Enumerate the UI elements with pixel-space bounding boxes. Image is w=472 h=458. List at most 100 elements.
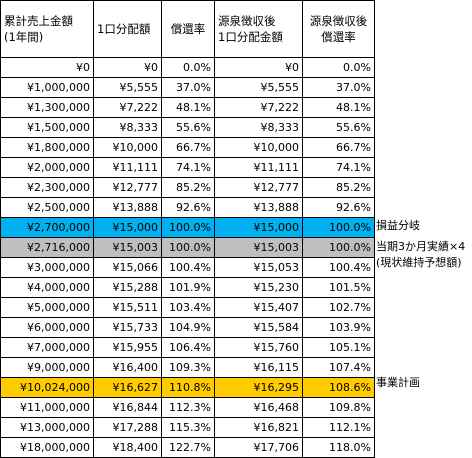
redemption-rate-cell: 115.3% [161, 417, 215, 438]
table-row: ¥2,500,000 ¥13,888 92.6% ¥13,888 92.6% [0, 197, 375, 218]
note-break-even: 損益分岐 [376, 219, 420, 232]
table-row: ¥4,000,000 ¥15,288 101.9% ¥15,230 101.5% [0, 277, 375, 298]
table-row: ¥18,000,000 ¥18,400 122.7% ¥17,706 118.0% [0, 437, 375, 458]
distribution-cell: ¥16,844 [93, 397, 162, 418]
table-row: ¥2,716,000 ¥15,003 100.0% ¥15,003 100.0% [0, 237, 375, 258]
net-redemption-rate-cell: 55.6% [302, 117, 375, 138]
cumulative-sales-cell: ¥9,000,000 [0, 357, 94, 378]
redemption-rate-cell: 112.3% [161, 397, 215, 418]
net-redemption-rate-cell: 101.5% [302, 277, 375, 298]
redemption-rate-cell: 100.4% [161, 257, 215, 278]
redemption-rate-cell: 0.0% [161, 57, 215, 78]
header-net-distribution-line2: 1口分配金額 [218, 30, 283, 44]
redemption-rate-cell: 100.0% [161, 217, 215, 238]
header-cumulative-sales: 累計売上金額 (1年間) [0, 0, 94, 58]
note-forecast-line1: 当期3か月実績×4 [376, 240, 466, 253]
distribution-cell: ¥11,111 [93, 157, 162, 178]
table-row: ¥5,000,000 ¥15,511 103.4% ¥15,407 102.7% [0, 297, 375, 318]
distribution-cell: ¥15,066 [93, 257, 162, 278]
redemption-rate-cell: 55.6% [161, 117, 215, 138]
net-redemption-rate-cell: 108.6% [302, 377, 375, 398]
net-redemption-rate-cell: 92.6% [302, 197, 375, 218]
cumulative-sales-cell: ¥2,716,000 [0, 237, 94, 258]
distribution-cell: ¥8,333 [93, 117, 162, 138]
table-row: ¥7,000,000 ¥15,955 106.4% ¥15,760 105.1% [0, 337, 375, 358]
note-forecast-line2: (現状維持予想額) [376, 256, 462, 269]
header-distribution-per-unit-label: 1口分配額 [97, 22, 151, 36]
table-row: ¥13,000,000 ¥17,288 115.3% ¥16,821 112.1% [0, 417, 375, 438]
net-distribution-cell: ¥7,222 [214, 97, 303, 118]
header-cumulative-sales-line1: 累計売上金額 [4, 14, 73, 28]
distribution-cell: ¥16,400 [93, 357, 162, 378]
header-net-distribution: 源泉徴収後 1口分配金額 [214, 0, 303, 58]
net-distribution-cell: ¥13,888 [214, 197, 303, 218]
redemption-rate-cell: 92.6% [161, 197, 215, 218]
net-distribution-cell: ¥16,821 [214, 417, 303, 438]
net-distribution-cell: ¥15,760 [214, 337, 303, 358]
net-distribution-cell: ¥15,584 [214, 317, 303, 338]
net-distribution-cell: ¥16,468 [214, 397, 303, 418]
header-row: 累計売上金額 (1年間) 1口分配額 償還率 源泉徴収後 1口分配金額 源泉徴収… [0, 0, 375, 58]
cumulative-sales-cell: ¥4,000,000 [0, 277, 94, 298]
distribution-table: 累計売上金額 (1年間) 1口分配額 償還率 源泉徴収後 1口分配金額 源泉徴収… [0, 0, 375, 458]
distribution-cell: ¥15,000 [93, 217, 162, 238]
cumulative-sales-cell: ¥11,000,000 [0, 397, 94, 418]
cumulative-sales-cell: ¥2,500,000 [0, 197, 94, 218]
table-row: ¥3,000,000 ¥15,066 100.4% ¥15,053 100.4% [0, 257, 375, 278]
note-forecast: 当期3か月実績×4 (現状維持予想額) [376, 239, 465, 271]
cumulative-sales-cell: ¥18,000,000 [0, 437, 94, 458]
net-redemption-rate-cell: 100.4% [302, 257, 375, 278]
header-redemption-rate-label: 償還率 [170, 22, 206, 36]
redemption-rate-cell: 103.4% [161, 297, 215, 318]
net-distribution-cell: ¥10,000 [214, 137, 303, 158]
cumulative-sales-cell: ¥10,024,000 [0, 377, 94, 398]
net-redemption-rate-cell: 105.1% [302, 337, 375, 358]
distribution-cell: ¥16,627 [93, 377, 162, 398]
table-row: ¥1,300,000 ¥7,222 48.1% ¥7,222 48.1% [0, 97, 375, 118]
header-distribution-per-unit: 1口分配額 [93, 0, 162, 58]
distribution-cell: ¥10,000 [93, 137, 162, 158]
redemption-rate-cell: 109.3% [161, 357, 215, 378]
table-row: ¥2,700,000 ¥15,000 100.0% ¥15,000 100.0% [0, 217, 375, 238]
redemption-rate-cell: 74.1% [161, 157, 215, 178]
redemption-rate-cell: 101.9% [161, 277, 215, 298]
redemption-rate-cell: 104.9% [161, 317, 215, 338]
distribution-cell: ¥13,888 [93, 197, 162, 218]
header-net-redemption-rate-line2: 償還率 [321, 30, 356, 44]
net-redemption-rate-cell: 112.1% [302, 417, 375, 438]
cumulative-sales-cell: ¥2,700,000 [0, 217, 94, 238]
header-cumulative-sales-line2: (1年間) [4, 30, 44, 44]
cumulative-sales-cell: ¥2,300,000 [0, 177, 94, 198]
net-redemption-rate-cell: 37.0% [302, 77, 375, 98]
net-redemption-rate-cell: 0.0% [302, 57, 375, 78]
net-distribution-cell: ¥12,777 [214, 177, 303, 198]
cumulative-sales-cell: ¥3,000,000 [0, 257, 94, 278]
redemption-rate-cell: 122.7% [161, 437, 215, 458]
distribution-cell: ¥15,511 [93, 297, 162, 318]
header-redemption-rate: 償還率 [161, 0, 215, 58]
net-redemption-rate-cell: 100.0% [302, 217, 375, 238]
distribution-cell: ¥18,400 [93, 437, 162, 458]
net-distribution-cell: ¥15,407 [214, 297, 303, 318]
net-redemption-rate-cell: 100.0% [302, 237, 375, 258]
net-redemption-rate-cell: 109.8% [302, 397, 375, 418]
redemption-rate-cell: 106.4% [161, 337, 215, 358]
net-distribution-cell: ¥15,053 [214, 257, 303, 278]
net-distribution-cell: ¥8,333 [214, 117, 303, 138]
cumulative-sales-cell: ¥2,000,000 [0, 157, 94, 178]
net-redemption-rate-cell: 74.1% [302, 157, 375, 178]
distribution-cell: ¥12,777 [93, 177, 162, 198]
redemption-rate-cell: 66.7% [161, 137, 215, 158]
header-net-distribution-line1: 源泉徴収後 [218, 14, 276, 28]
net-distribution-cell: ¥0 [214, 57, 303, 78]
table-row: ¥1,000,000 ¥5,555 37.0% ¥5,555 37.0% [0, 77, 375, 98]
net-redemption-rate-cell: 85.2% [302, 177, 375, 198]
distribution-cell: ¥0 [93, 57, 162, 78]
table-row: ¥2,000,000 ¥11,111 74.1% ¥11,111 74.1% [0, 157, 375, 178]
cumulative-sales-cell: ¥1,000,000 [0, 77, 94, 98]
note-business-plan: 事業計画 [376, 376, 420, 389]
net-distribution-cell: ¥11,111 [214, 157, 303, 178]
cumulative-sales-cell: ¥6,000,000 [0, 317, 94, 338]
distribution-table-sheet: 累計売上金額 (1年間) 1口分配額 償還率 源泉徴収後 1口分配金額 源泉徴収… [0, 0, 375, 458]
net-distribution-cell: ¥5,555 [214, 77, 303, 98]
